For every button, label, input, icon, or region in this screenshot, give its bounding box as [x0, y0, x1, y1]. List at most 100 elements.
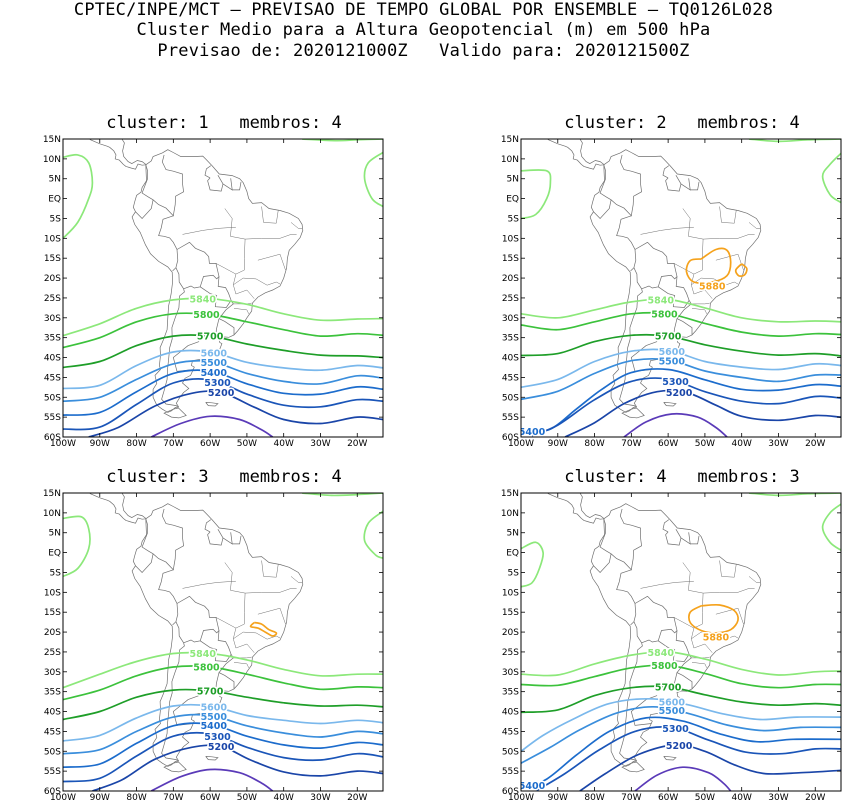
panel-title-2: cluster: 2 membros: 4: [564, 113, 800, 133]
lat-tick-label: 45S: [44, 727, 61, 737]
state-border: [233, 638, 255, 653]
contour-label-5800: 5800: [193, 663, 220, 674]
state-border: [640, 226, 694, 235]
coastline: [663, 756, 677, 761]
lon-tick-label: 100W: [50, 793, 76, 803]
lat-tick-label: 10S: [502, 588, 519, 598]
lat-tick-label: 5N: [49, 529, 61, 539]
contour-5500: [521, 357, 841, 401]
country-border: [658, 630, 690, 662]
contour-label-5400: 5400: [519, 427, 546, 438]
lat-tick-label: 10N: [43, 509, 61, 519]
country-border: [680, 532, 691, 545]
lat-tick-label: 35S: [44, 688, 61, 698]
lon-tick-label: 40W: [274, 439, 294, 449]
coastline: [163, 407, 187, 419]
state-border: [267, 635, 281, 640]
state-border: [748, 576, 761, 584]
lon-tick-label: 50W: [695, 439, 715, 449]
lat-tick-label: 20S: [502, 628, 519, 638]
contour-5880: [734, 263, 748, 277]
lon-tick-label: 30W: [768, 793, 788, 803]
lon-tick-label: 30W: [310, 439, 330, 449]
contour-5200: [579, 744, 841, 791]
country-border: [665, 175, 682, 192]
lat-tick-label: 10S: [44, 588, 61, 598]
country-border: [204, 519, 212, 533]
contour-5880: [249, 621, 278, 637]
state-border: [725, 281, 739, 286]
contour-5840: [821, 503, 841, 551]
lat-tick-label: 5S: [508, 568, 520, 578]
contour-5840: [821, 152, 841, 204]
lat-tick-label: 50S: [502, 747, 519, 757]
lat-tick-label: 20S: [44, 274, 61, 284]
lon-tick-label: 70W: [621, 793, 641, 803]
lat-tick-label: 35S: [44, 334, 61, 344]
state-border: [290, 576, 303, 584]
contour-5500: [63, 713, 383, 755]
contour-5600: [521, 697, 841, 752]
lat-tick-label: 15N: [501, 135, 519, 145]
state-border: [719, 560, 737, 578]
lat-tick-label: 25S: [502, 648, 519, 658]
coastline: [579, 493, 605, 519]
contour-label-5840: 5840: [190, 294, 217, 305]
contour-label-5400: 5400: [519, 781, 546, 792]
lat-tick-label: 20S: [502, 274, 519, 284]
contour-5400: [521, 368, 841, 435]
state-border: [682, 208, 738, 240]
country-border: [690, 181, 700, 191]
contour-5400: [63, 369, 383, 416]
contour-5600: [63, 703, 383, 742]
contour-label-5600: 5600: [201, 349, 228, 360]
contour-5800: [521, 311, 841, 337]
lat-tick-label: 55S: [44, 767, 61, 777]
country-border: [176, 595, 220, 644]
lon-tick-label: 60W: [658, 439, 678, 449]
country-border: [232, 181, 242, 191]
coastline: [121, 493, 147, 519]
lat-tick-label: 40S: [44, 354, 61, 364]
lat-tick-label: 5N: [507, 175, 519, 185]
country-border: [673, 672, 678, 688]
state-border: [691, 284, 713, 299]
lat-tick-label: 10N: [43, 155, 61, 165]
lon-tick-label: 60W: [200, 793, 220, 803]
lat-tick-label: 15N: [43, 135, 61, 145]
lat-tick-label: 5N: [49, 175, 61, 185]
lat-tick-label: 30S: [502, 314, 519, 324]
contour-label-5700: 5700: [197, 686, 224, 697]
state-border: [279, 588, 297, 593]
country-border: [141, 154, 184, 217]
coastline: [88, 139, 146, 170]
contour-5840: [521, 169, 552, 220]
contour-5600: [63, 349, 383, 390]
lon-tick-label: 20W: [805, 439, 825, 449]
coastline: [589, 149, 762, 413]
lon-tick-label: 80W: [126, 439, 146, 449]
lon-tick-label: 100W: [508, 439, 534, 449]
country-border: [222, 178, 233, 191]
coastline: [131, 149, 304, 413]
state-border: [233, 284, 255, 299]
lat-tick-label: 15N: [501, 489, 519, 499]
country-border: [172, 695, 200, 726]
contour-label-5500: 5500: [659, 706, 686, 717]
lat-tick-label: 30S: [502, 668, 519, 678]
coastline: [576, 108, 616, 119]
contour-5600: [521, 348, 841, 389]
contour-5400: [63, 722, 383, 769]
lat-tick-label: 10S: [44, 234, 61, 244]
state-border: [279, 234, 297, 239]
lon-tick-label: 40W: [732, 439, 752, 449]
country-border: [599, 508, 642, 571]
lon-tick-label: 90W: [548, 793, 568, 803]
contour-label-5700: 5700: [197, 332, 224, 343]
coastline: [118, 462, 158, 473]
lat-tick-label: EQ: [48, 549, 61, 559]
state-border: [182, 580, 236, 589]
